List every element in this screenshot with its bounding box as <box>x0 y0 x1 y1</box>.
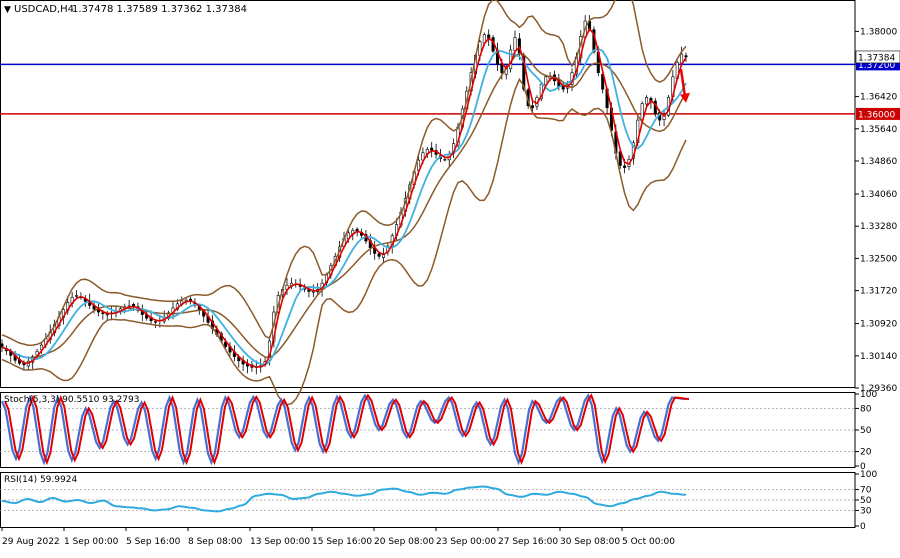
bollinger-middle <box>1 52 687 359</box>
x-tick-label: 20 Sep 08:00 <box>374 537 434 547</box>
price-tick-label: 1.29360 <box>860 384 897 394</box>
rsi-tick-label: 100 <box>860 470 877 480</box>
candle-body <box>75 295 79 297</box>
stoch-tick-label: 50 <box>860 426 872 436</box>
candle-body <box>153 321 157 323</box>
stoch-title: Stoch(5,3,3) 90.5510 93.2793 <box>4 395 139 405</box>
price-panel <box>0 0 856 388</box>
bollinger-upper <box>1 0 687 346</box>
level-label: 1.37200 <box>858 61 895 71</box>
candle-body <box>539 83 543 100</box>
rsi-tick-label: 50 <box>860 496 872 506</box>
price-tick-label: 1.32500 <box>860 254 897 264</box>
rsi-tick-label: 0 <box>860 522 866 532</box>
candle-body <box>311 291 315 293</box>
candle-body <box>645 97 649 105</box>
bollinger-lower <box>1 77 687 406</box>
x-tick-label: 5 Oct 00:00 <box>622 537 675 547</box>
stoch-tick-label: 0 <box>860 462 866 472</box>
x-tick-label: 27 Sep 16:00 <box>498 537 558 547</box>
candle-body <box>513 37 517 51</box>
chart-symbol: USDCAD,H4 <box>14 4 74 15</box>
collapse-arrow-icon[interactable]: ▼ <box>4 5 11 15</box>
x-tick-label: 15 Sep 16:00 <box>312 537 372 547</box>
candle-body <box>684 55 688 58</box>
candle-body <box>35 350 39 356</box>
stoch-main-line <box>0 393 687 466</box>
rsi-tick-label: 30 <box>860 506 872 516</box>
candle-body <box>430 147 434 151</box>
current-price-box <box>855 50 900 64</box>
stoch-tick-label: 20 <box>860 448 872 458</box>
x-tick-label: 29 Aug 2022 <box>2 537 60 547</box>
x-tick-label: 8 Sep 08:00 <box>188 537 243 547</box>
x-tick-label: 30 Sep 08:00 <box>560 537 620 547</box>
price-tick-label: 1.36420 <box>860 93 897 103</box>
x-tick-label: 1 Sep 00:00 <box>64 537 119 547</box>
stoch-signal-line <box>4 393 690 466</box>
candle-body <box>298 285 302 287</box>
candle-body <box>680 53 684 64</box>
rsi-title: RSI(14) 59.9924 <box>4 475 77 485</box>
chart-ohlc: 1.37478 1.37589 1.37362 1.37384 <box>72 4 247 15</box>
price-tick-label: 1.35640 <box>860 125 897 135</box>
x-tick-label: 13 Sep 00:00 <box>250 537 310 547</box>
candle-body <box>531 105 535 109</box>
price-tick-label: 1.31720 <box>860 287 897 297</box>
level-label-box <box>856 107 900 120</box>
rsi-tick-label: 70 <box>860 486 872 496</box>
candle-body <box>443 159 447 161</box>
price-tick-label: 1.34860 <box>860 157 897 167</box>
level-label: 1.36000 <box>858 110 895 120</box>
candle-body <box>101 312 105 315</box>
down-arrow-head <box>680 92 690 103</box>
candle-body <box>381 253 385 258</box>
candle-body <box>105 313 109 316</box>
stoch-tick-label: 80 <box>860 404 872 414</box>
current-price-label: 1.37384 <box>858 53 895 63</box>
stoch-tick-label: 100 <box>860 390 877 400</box>
candle-body <box>377 253 381 257</box>
price-tick-label: 1.30920 <box>860 320 897 330</box>
candle-body <box>623 165 627 168</box>
price-tick-label: 1.33280 <box>860 222 897 232</box>
rsi-main-line <box>1 485 687 513</box>
down-arrow-shaft <box>679 69 687 97</box>
x-tick-label: 5 Sep 16:00 <box>126 537 181 547</box>
price-tick-label: 1.30140 <box>860 352 897 362</box>
ma-fast-line <box>1 27 687 368</box>
x-tick-label: 23 Sep 00:00 <box>436 537 496 547</box>
price-tick-label: 1.34060 <box>860 190 897 200</box>
price-tick-label: 1.38000 <box>860 27 897 37</box>
